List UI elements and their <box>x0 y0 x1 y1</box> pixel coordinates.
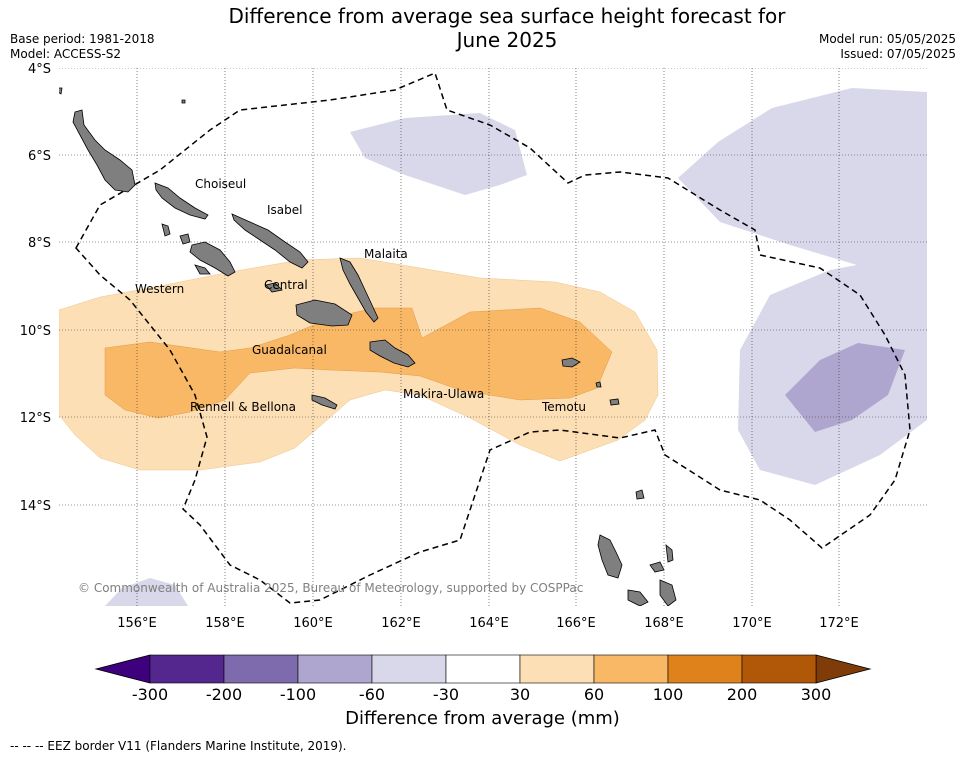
colorbar-under-arrow <box>94 654 151 684</box>
lat-label: 6°S <box>28 149 51 164</box>
province-label-western: Western <box>135 282 184 296</box>
island-espiritu-santo <box>597 534 623 579</box>
lon-label: 164°E <box>469 616 509 631</box>
anomaly-fill-60-100-core <box>104 307 613 419</box>
island-utupua <box>595 381 602 388</box>
colorbar-segment <box>593 654 669 684</box>
colorbar-tick-label: -60 <box>359 685 385 704</box>
island-vanikoro <box>609 398 620 406</box>
island-rennell <box>311 394 338 410</box>
island-ambae <box>665 544 674 563</box>
island-buka <box>59 87 63 95</box>
title-line-2: June 2025 <box>456 28 558 52</box>
colorbar-segment <box>519 654 595 684</box>
island-efate-area <box>627 589 649 606</box>
lat-label: 4°S <box>28 62 51 77</box>
anomaly-fill-neg30-60-northeast <box>678 88 927 485</box>
lat-label: 14°S <box>20 499 51 514</box>
colorbar: -300 -200 -100 -60 -30 30 60 100 200 300 <box>94 654 872 704</box>
title-line-1: Difference from average sea surface heig… <box>228 4 786 28</box>
colorbar-unit-label: Difference from average (mm) <box>345 708 620 729</box>
island-choiseul <box>154 182 209 220</box>
island-new-georgia <box>189 241 236 277</box>
island-ontong-java <box>181 99 186 104</box>
lon-label: 170°E <box>732 616 772 631</box>
island-santa-cruz <box>561 357 581 368</box>
island-malekula <box>649 561 665 573</box>
issued-date: Issued: 07/05/2025 <box>840 47 956 61</box>
lon-label: 156°E <box>117 616 157 631</box>
colorbar-segment <box>445 654 521 684</box>
lon-label: 158°E <box>205 616 245 631</box>
copyright-notice: © Commonwealth of Australia 2025, Bureau… <box>78 581 583 595</box>
lat-label: 8°S <box>28 236 51 251</box>
model-name: Model: ACCESS-S2 <box>10 47 122 61</box>
colorbar-tick-label: 60 <box>584 685 604 704</box>
island-banks <box>635 489 645 500</box>
lon-label: 168°E <box>644 616 684 631</box>
island-small-south <box>659 579 677 606</box>
island-guadalcanal <box>295 299 353 327</box>
colorbar-tick-label: 200 <box>727 685 758 704</box>
island-santa-isabel <box>231 213 309 269</box>
province-label-guadalcanal: Guadalcanal <box>252 343 327 357</box>
model-run: Model run: 05/05/2025 <box>818 32 956 46</box>
colorbar-tick-label: -300 <box>132 685 168 704</box>
eez-legend-footer: -- -- -- EEZ border V11 (Flanders Marine… <box>10 739 347 753</box>
province-label-rennell-bellona: Rennell & Bellona <box>190 400 296 414</box>
anomaly-fill-neg30-60-southwest <box>105 578 188 606</box>
lon-label: 162°E <box>381 616 421 631</box>
anomaly-fill-neg30-60-north <box>350 113 527 195</box>
islands <box>59 87 677 606</box>
colorbar-segment <box>371 654 447 684</box>
colorbar-segment <box>297 654 373 684</box>
colorbar-segment <box>741 654 817 684</box>
colorbar-segment <box>667 654 743 684</box>
province-label-makira-ulawa: Makira-Ulawa <box>403 387 484 401</box>
metadata-left: Base period: 1981-2018 Model: ACCESS-S2 <box>10 32 155 62</box>
map-area <box>59 68 927 606</box>
province-label-temotu: Temotu <box>541 400 586 414</box>
colorbar-tick-label: 100 <box>653 685 684 704</box>
colorbar-segment <box>223 654 299 684</box>
province-label-central: Central <box>264 278 308 292</box>
island-rendova <box>194 264 211 275</box>
island-vella-lavella <box>161 223 171 237</box>
lon-label: 160°E <box>293 616 333 631</box>
colorbar-over-arrow <box>815 654 872 684</box>
colorbar-tick-label: -200 <box>206 685 242 704</box>
colorbar-tick-label: 30 <box>510 685 530 704</box>
lat-label: 12°S <box>20 411 51 426</box>
chart-title: Difference from average sea surface heig… <box>0 4 965 52</box>
colorbar-tick-label: -100 <box>280 685 316 704</box>
eez-border <box>75 71 911 604</box>
province-label-malaita: Malaita <box>364 247 408 261</box>
anomaly-fill-neg60-100-east <box>785 343 905 432</box>
island-makira <box>369 339 416 368</box>
metadata-right: Model run: 05/05/2025 Issued: 07/05/2025 <box>819 32 956 62</box>
island-kolombangara <box>179 233 191 245</box>
province-label-choiseul: Choiseul <box>195 177 246 191</box>
island-malaita <box>339 257 379 323</box>
island-russell <box>265 282 283 293</box>
lat-label: 10°S <box>20 324 51 339</box>
island-bougainville <box>72 109 136 193</box>
province-label-isabel: Isabel <box>267 203 302 217</box>
lon-label: 172°E <box>819 616 859 631</box>
colorbar-tick-label: 300 <box>801 685 832 704</box>
colorbar-segment <box>149 654 225 684</box>
colorbar-tick-label: -30 <box>433 685 459 704</box>
base-period: Base period: 1981-2018 <box>10 32 155 46</box>
lon-label: 166°E <box>556 616 596 631</box>
